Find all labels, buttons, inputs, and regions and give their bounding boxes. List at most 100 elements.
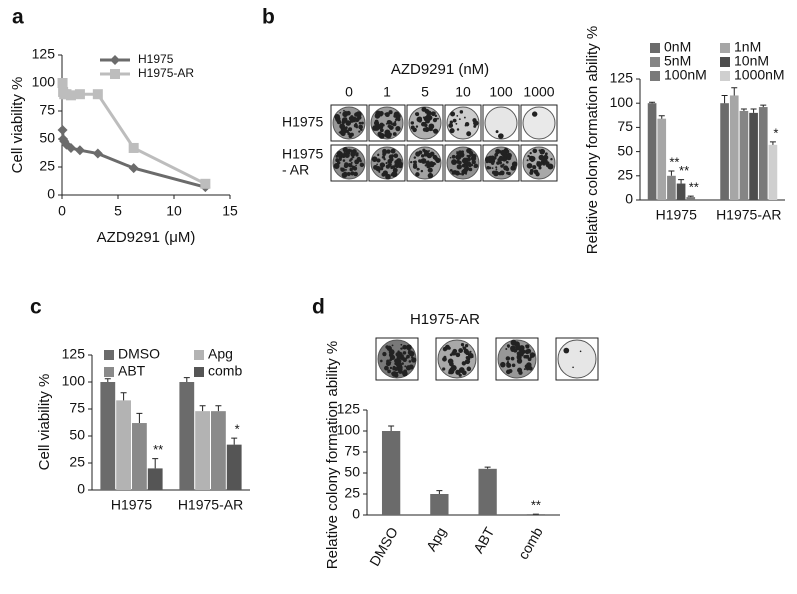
colony bbox=[520, 349, 526, 355]
y-tick-label: 75 bbox=[344, 443, 360, 459]
bar bbox=[729, 95, 739, 200]
panel-label: b bbox=[262, 6, 275, 29]
legend-swatch bbox=[650, 71, 660, 81]
colony bbox=[379, 128, 384, 133]
colony bbox=[510, 356, 515, 361]
colony bbox=[546, 161, 550, 165]
plate bbox=[557, 339, 597, 379]
colony bbox=[448, 123, 454, 128]
colony bbox=[381, 172, 386, 177]
colony bbox=[427, 172, 434, 179]
colony bbox=[355, 126, 359, 129]
colony bbox=[358, 121, 362, 125]
colony bbox=[389, 121, 393, 125]
x-tick-label: 10 bbox=[166, 203, 182, 219]
legend-label: H1975 bbox=[138, 52, 174, 66]
colony bbox=[342, 146, 348, 153]
colony bbox=[422, 127, 428, 132]
colony bbox=[461, 163, 466, 168]
bar bbox=[676, 183, 686, 200]
colony bbox=[382, 150, 387, 155]
colony bbox=[382, 123, 385, 127]
y-axis-label: Relative colony formation ability % bbox=[584, 26, 601, 254]
colony bbox=[470, 163, 474, 167]
colony bbox=[402, 370, 408, 377]
colony bbox=[529, 171, 534, 175]
colony bbox=[456, 114, 459, 117]
y-tick-label: 125 bbox=[610, 70, 634, 86]
error-bar bbox=[687, 195, 694, 198]
colony bbox=[415, 172, 420, 177]
colony bbox=[467, 162, 472, 166]
colony bbox=[385, 173, 391, 180]
colony bbox=[385, 345, 390, 349]
colony bbox=[529, 352, 536, 358]
colony bbox=[526, 348, 532, 354]
error-bar bbox=[199, 405, 206, 412]
colony bbox=[434, 114, 438, 118]
colony bbox=[382, 351, 387, 357]
error-bar bbox=[104, 378, 111, 382]
x-tick-label: 5 bbox=[114, 203, 122, 219]
colony bbox=[429, 169, 432, 173]
point bbox=[92, 148, 103, 159]
colony bbox=[336, 119, 342, 125]
colony bbox=[417, 116, 423, 121]
plate-row-label: - AR bbox=[282, 162, 309, 178]
colony bbox=[344, 162, 349, 167]
colony bbox=[461, 361, 467, 366]
colony bbox=[449, 366, 455, 373]
error-bar bbox=[215, 405, 222, 412]
colony bbox=[455, 122, 458, 125]
colony bbox=[541, 149, 545, 154]
colony bbox=[384, 365, 389, 371]
colony bbox=[393, 111, 400, 118]
colony bbox=[396, 371, 399, 374]
colony bbox=[505, 167, 510, 172]
colony bbox=[413, 162, 417, 167]
y-tick-label: 75 bbox=[617, 118, 633, 134]
colony bbox=[434, 163, 437, 165]
colony bbox=[460, 343, 465, 347]
bar bbox=[758, 107, 768, 200]
colony bbox=[505, 369, 511, 375]
colony bbox=[538, 166, 542, 170]
colony bbox=[402, 351, 407, 355]
colony bbox=[449, 361, 454, 367]
legend-swatch bbox=[650, 43, 660, 53]
error-bar bbox=[658, 115, 665, 119]
colony bbox=[498, 155, 504, 161]
colony bbox=[391, 371, 398, 377]
colony bbox=[500, 361, 506, 368]
colony bbox=[451, 350, 457, 356]
colony bbox=[465, 160, 469, 164]
colony bbox=[345, 120, 352, 126]
x-tick-label: Apg bbox=[423, 524, 449, 554]
colony bbox=[385, 123, 388, 125]
colony bbox=[437, 117, 439, 120]
colony bbox=[390, 148, 396, 154]
colony bbox=[351, 165, 356, 170]
error-bar bbox=[731, 87, 738, 96]
colony bbox=[505, 160, 509, 164]
colony bbox=[434, 156, 439, 161]
plate-column-label: 1 bbox=[383, 84, 391, 100]
panel-label: a bbox=[12, 6, 24, 29]
plate-column-label: 1000 bbox=[523, 84, 554, 100]
legend-label: 1nM bbox=[734, 39, 761, 55]
colony bbox=[336, 150, 343, 157]
colony bbox=[518, 370, 523, 375]
colony bbox=[402, 344, 407, 350]
colony bbox=[449, 128, 455, 134]
colony bbox=[406, 344, 412, 351]
colony bbox=[392, 122, 397, 127]
colony bbox=[350, 116, 357, 123]
significance: ** bbox=[669, 154, 679, 169]
y-axis-label: Relative colony formation ability % bbox=[324, 341, 341, 569]
colony bbox=[394, 120, 397, 123]
colony bbox=[419, 161, 422, 164]
colony bbox=[491, 167, 494, 170]
colony bbox=[448, 371, 452, 375]
colony bbox=[488, 166, 492, 170]
colony bbox=[428, 123, 435, 130]
